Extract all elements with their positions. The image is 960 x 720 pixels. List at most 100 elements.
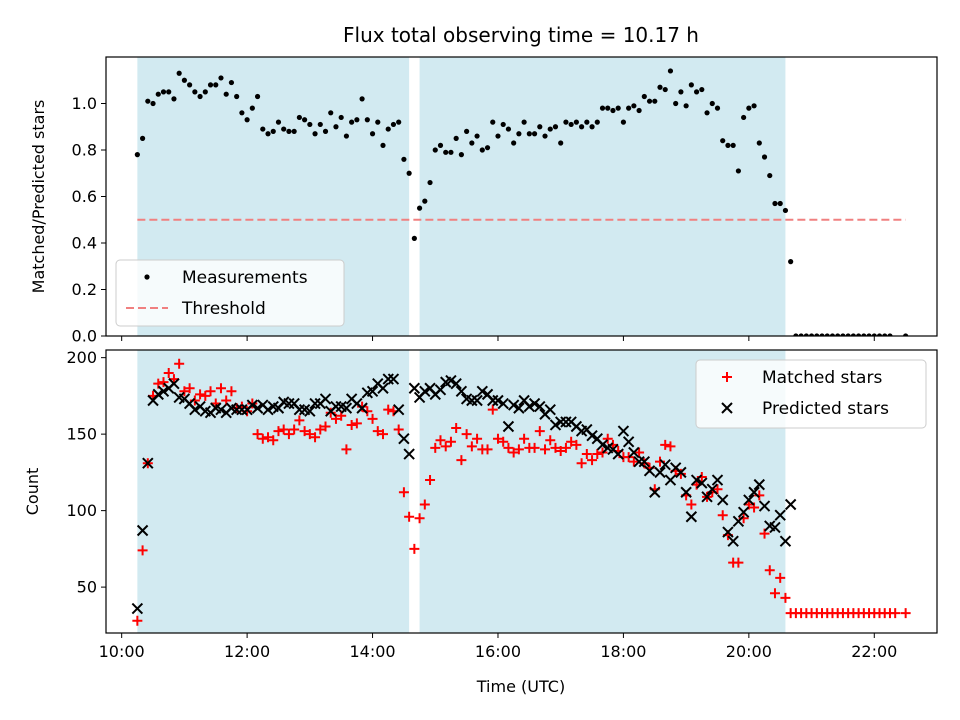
legend-box [695, 359, 927, 429]
data-point [469, 140, 475, 146]
legend-entry: Matched stars [722, 368, 882, 388]
data-point [690, 474, 703, 486]
data-point [704, 110, 710, 116]
data-point [142, 457, 154, 469]
data-point [542, 133, 548, 139]
data-point [675, 468, 686, 479]
data-point [737, 506, 750, 518]
data-point [275, 119, 282, 125]
data-point [628, 456, 639, 467]
data-point [387, 373, 400, 385]
data-point [403, 448, 415, 460]
data-point [319, 393, 332, 405]
data-point [628, 446, 640, 459]
data-point [803, 333, 809, 336]
legend-swatch [722, 372, 732, 382]
data-point [693, 89, 700, 95]
data-point [876, 333, 883, 336]
data-point [662, 86, 668, 93]
data-point [393, 424, 404, 435]
data-point [215, 383, 226, 394]
data-point [631, 103, 637, 109]
data-point [714, 105, 721, 111]
data-point [563, 119, 569, 125]
data-point [369, 131, 376, 137]
data-point [835, 333, 841, 336]
data-point [764, 565, 775, 576]
data-point [458, 152, 464, 158]
data-point [592, 449, 603, 460]
data-point [450, 377, 462, 390]
data-point [367, 413, 378, 424]
data-point [302, 117, 308, 123]
data-point [476, 385, 489, 398]
data-point [753, 478, 766, 491]
data-point [552, 124, 559, 130]
data-point [769, 588, 780, 599]
data-point [743, 494, 755, 506]
data-point [484, 145, 491, 151]
data-point [500, 121, 506, 128]
data-point [435, 435, 446, 446]
data-point [633, 455, 645, 468]
y-tick-label: 150 [66, 425, 97, 444]
y-tick-label: 0.6 [72, 187, 97, 206]
data-point [720, 138, 726, 144]
data-point [513, 402, 525, 414]
data-point [782, 207, 789, 214]
data-point [741, 114, 747, 121]
data-point [132, 615, 143, 626]
data-point [158, 377, 169, 388]
data-point [882, 333, 888, 336]
data-point [537, 124, 543, 130]
data-point [181, 77, 187, 83]
data-point [315, 424, 326, 435]
data-point [419, 499, 430, 510]
y-tick-label: 0.2 [72, 280, 97, 299]
data-point [434, 384, 447, 396]
data-point [641, 93, 647, 100]
data-point [328, 110, 334, 116]
data-point [717, 494, 729, 506]
data-point [636, 107, 642, 114]
data-point [404, 511, 415, 522]
data-point [192, 89, 198, 95]
data-point [343, 133, 350, 139]
data-point [540, 444, 551, 455]
data-point [819, 333, 825, 336]
legend-entry: Threshold [126, 299, 266, 319]
data-point [649, 486, 661, 498]
data-point [131, 602, 144, 615]
data-point [155, 91, 161, 97]
data-point [380, 142, 386, 148]
data-point [626, 105, 632, 111]
data-point [505, 126, 512, 132]
data-point [612, 448, 624, 460]
data-point [273, 426, 284, 437]
data-point [534, 426, 545, 437]
data-point [733, 557, 744, 568]
data-point [163, 367, 174, 378]
observing-window [419, 57, 786, 336]
data-point [265, 131, 271, 137]
data-point [699, 86, 705, 93]
data-point [139, 135, 146, 141]
data-point [596, 439, 609, 451]
data-point [746, 105, 752, 111]
data-point [202, 89, 208, 95]
data-point [680, 486, 692, 498]
data-point [793, 333, 799, 336]
data-point [829, 333, 836, 336]
data-point [197, 93, 203, 100]
data-point [675, 466, 687, 479]
data-point [375, 119, 381, 125]
data-point [775, 572, 786, 583]
data-point [263, 432, 274, 443]
data-point [814, 333, 820, 336]
plot-area [134, 68, 909, 336]
data-point [587, 455, 598, 466]
x-tick-label: 10:00 [99, 642, 145, 661]
legend-swatch [721, 402, 733, 414]
data-point [701, 491, 713, 503]
data-point [137, 545, 148, 556]
